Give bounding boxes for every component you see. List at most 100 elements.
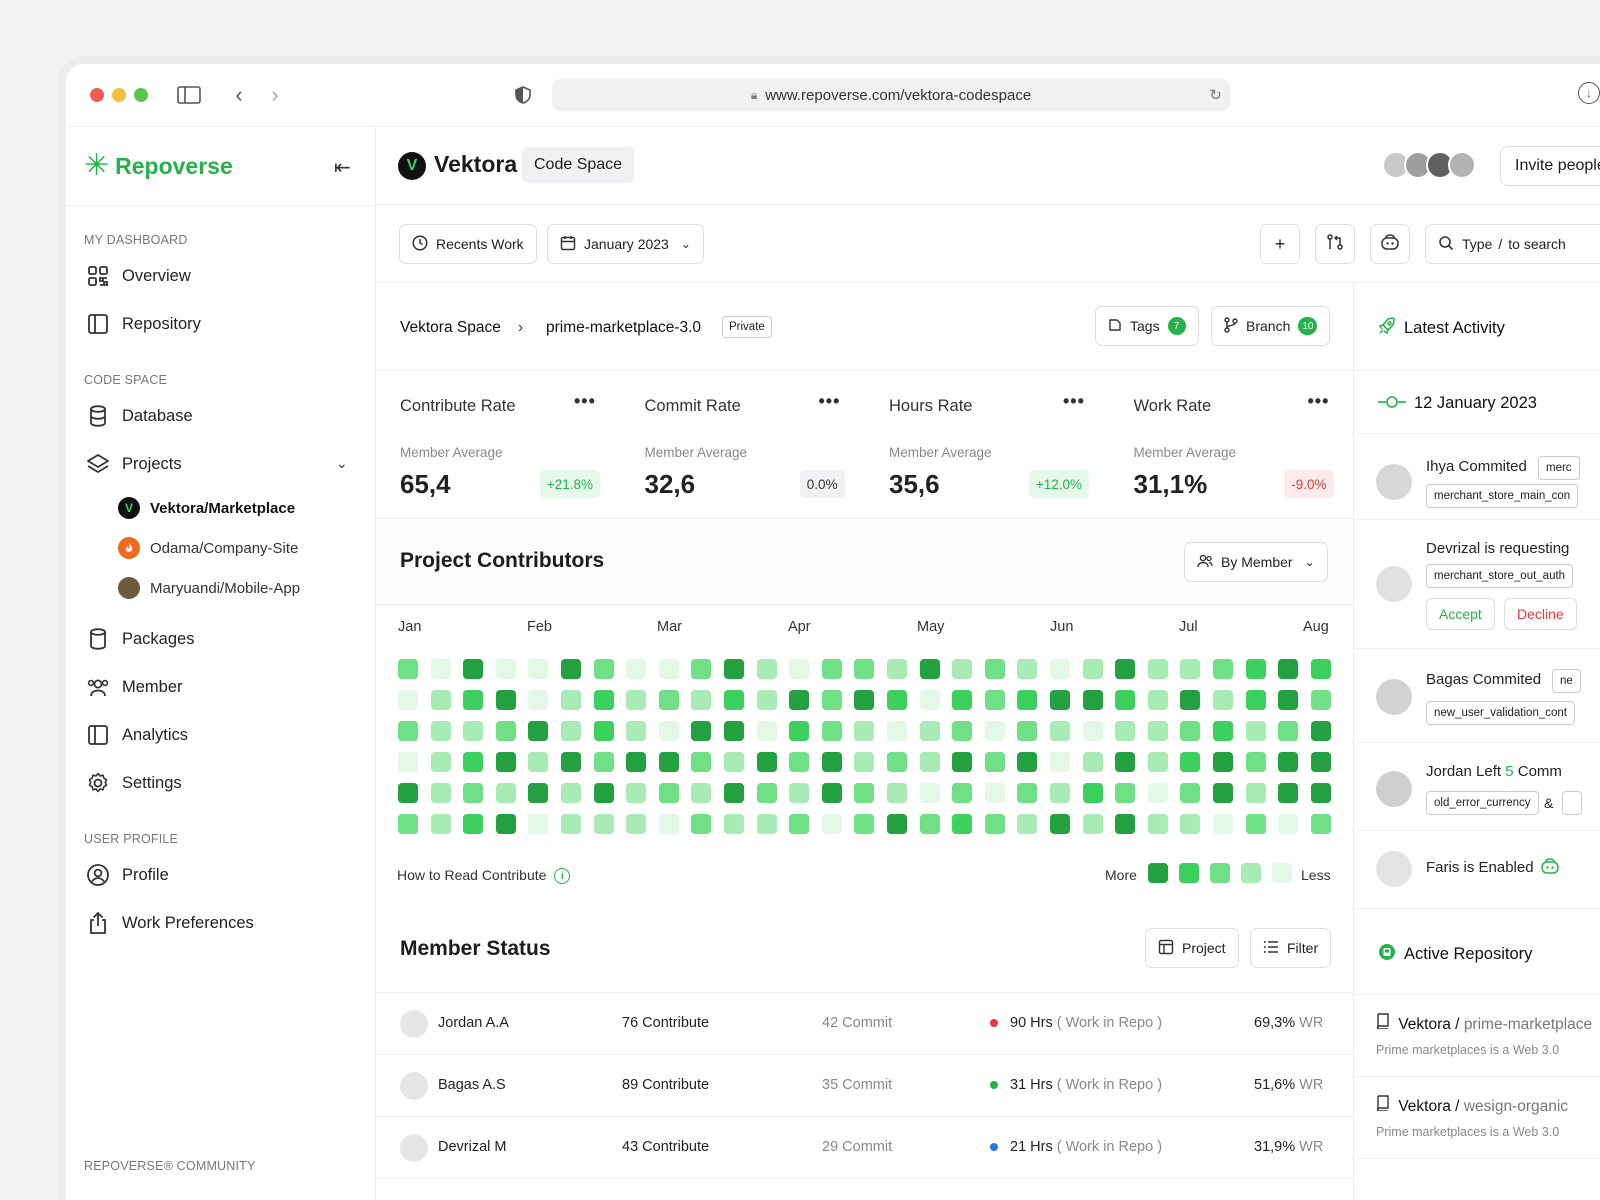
table-row[interactable]: Jordan A.A 76 Contribute 42 Commit 90 Hrs (… [376,993,1353,1055]
heatmap-cell[interactable] [593,783,614,803]
heatmap-cell[interactable] [1082,752,1103,772]
branch-button[interactable]: Branch 10 [1211,306,1331,346]
heatmap-cell[interactable] [528,690,549,710]
sidebar-toggle-icon[interactable] [176,82,202,108]
date-picker[interactable]: January 2023 ⌄ [547,224,704,264]
repo-item[interactable]: Vektora / wesign-organic Prime marketpla… [1354,1077,1600,1159]
heatmap-cell[interactable] [658,814,679,834]
heatmap-cell[interactable] [887,814,907,834]
heatmap-cell[interactable] [952,659,973,679]
heatmap-cell[interactable] [1180,783,1201,803]
heatmap-cell[interactable] [1017,659,1038,679]
heatmap-cell[interactable] [724,752,744,772]
heatmap-cell[interactable] [398,659,418,679]
heatmap-cell[interactable] [919,752,940,772]
heatmap-cell[interactable] [952,783,973,803]
heatmap-cell[interactable] [626,752,647,772]
heatmap-cell[interactable] [1082,721,1103,741]
heatmap-cell[interactable] [789,659,810,679]
heatmap-cell[interactable] [854,659,875,679]
heatmap-cell[interactable] [1310,752,1331,772]
heatmap-cell[interactable] [463,752,484,772]
heatmap-cell[interactable] [756,783,777,803]
minimize-window-button[interactable] [112,88,126,102]
sidebar-item-repository[interactable]: Repository [86,312,201,336]
heatmap-cell[interactable] [495,690,516,710]
heatmap-cell[interactable] [1278,659,1299,679]
heatmap-cell[interactable] [1180,690,1201,710]
heatmap-cell[interactable] [463,659,484,679]
heatmap-cell[interactable] [789,721,810,741]
branch-chip[interactable] [1562,791,1582,815]
heatmap-cell[interactable] [691,690,712,710]
heatmap-cell[interactable] [1213,814,1233,834]
heatmap-cell[interactable] [1050,721,1070,741]
heatmap-cell[interactable] [1213,752,1233,772]
heatmap-cell[interactable] [495,659,516,679]
brand-logo[interactable]: ✳ Repoverse [84,151,233,181]
heatmap-cell[interactable] [887,752,907,772]
heatmap-cell[interactable] [1147,752,1168,772]
heatmap-cell[interactable] [398,721,418,741]
heatmap-cell[interactable] [463,690,484,710]
search-input[interactable]: Type / to search [1425,224,1600,264]
sidebar-item-analytics[interactable]: Analytics [86,723,188,747]
heatmap-cell[interactable] [952,752,973,772]
heatmap-cell[interactable] [1245,659,1266,679]
heatmap-cell[interactable] [724,783,744,803]
heatmap-cell[interactable] [1050,783,1070,803]
heatmap-cell[interactable] [1082,814,1103,834]
tags-button[interactable]: Tags 7 [1095,306,1199,346]
project-item-odama[interactable]: Odama/Company-Site [118,537,298,559]
copilot-button[interactable] [1370,224,1410,264]
heatmap-cell[interactable] [789,690,810,710]
heatmap-cell[interactable] [1147,721,1168,741]
heatmap-cell[interactable] [1213,659,1233,679]
sidebar-item-packages[interactable]: Packages [86,627,194,651]
sidebar-item-overview[interactable]: Overview [86,264,191,288]
heatmap-cell[interactable] [463,783,484,803]
heatmap-cell[interactable] [1147,659,1168,679]
accept-button[interactable]: Accept [1426,598,1495,630]
heatmap-cell[interactable] [1115,752,1136,772]
heatmap-cell[interactable] [561,783,581,803]
heatmap-cell[interactable] [789,783,810,803]
heatmap-cell[interactable] [756,721,777,741]
heatmap-cell[interactable] [1017,783,1038,803]
heatmap-cell[interactable] [984,690,1005,710]
heatmap-cell[interactable] [984,814,1005,834]
heatmap-cell[interactable] [1082,659,1103,679]
heatmap-cell[interactable] [1245,721,1266,741]
heatmap-cell[interactable] [984,783,1005,803]
heatmap-cell[interactable] [887,783,907,803]
branch-chip[interactable]: merchant_store_main_con [1426,484,1579,508]
heatmap-cell[interactable] [1115,814,1136,834]
member-avatars[interactable] [1382,151,1476,179]
heatmap-cell[interactable] [495,783,516,803]
heatmap-cell[interactable] [1050,752,1070,772]
heatmap-cell[interactable] [430,690,451,710]
heatmap-cell[interactable] [430,721,451,741]
heatmap-cell[interactable] [658,783,679,803]
heatmap-cell[interactable] [1115,721,1136,741]
heatmap-cell[interactable] [821,690,842,710]
shield-icon[interactable] [510,82,536,108]
heatmap-cell[interactable] [1147,814,1168,834]
how-to-read-link[interactable]: How to Read Contribute i [397,867,571,885]
heatmap-cell[interactable] [854,752,875,772]
breadcrumb-space[interactable]: Vektora Space [400,319,501,336]
heatmap-cell[interactable] [626,814,647,834]
heatmap-cell[interactable] [919,721,940,741]
heatmap-cell[interactable] [658,659,679,679]
heatmap-cell[interactable] [495,814,516,834]
repo-item[interactable]: Vektora / prime-marketplace Prime market… [1354,995,1600,1077]
heatmap-cell[interactable] [691,783,712,803]
heatmap-cell[interactable] [1213,690,1233,710]
heatmap-cell[interactable] [463,721,484,741]
activity-item[interactable]: Bagas Commited ne new_user_validation_co… [1354,649,1600,743]
workspace-tag[interactable]: Code Space [522,147,635,183]
recents-work-button[interactable]: Recents Work [399,224,537,264]
heatmap-cell[interactable] [1082,783,1103,803]
table-row[interactable]: Bagas A.S 89 Contribute 35 Commit 31 Hrs ( … [376,1055,1353,1117]
heatmap-cell[interactable] [430,783,451,803]
